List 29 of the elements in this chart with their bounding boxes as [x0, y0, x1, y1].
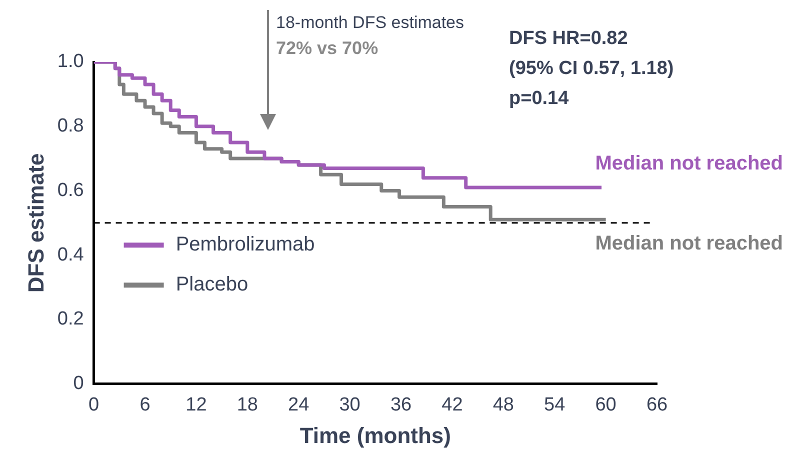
legend-label: Pembrolizumab	[176, 234, 315, 256]
x-tick-label: 0	[88, 394, 100, 416]
x-tick-label: 6	[140, 394, 150, 416]
x-tick-label: 66	[646, 394, 668, 416]
annotation: p=0.14	[509, 88, 570, 109]
y-tick-label: 0.8	[57, 116, 84, 137]
y-tick-label: 0.4	[57, 244, 84, 266]
y-tick-label: 0.2	[57, 308, 84, 330]
legend-label: Placebo	[176, 274, 248, 296]
text: 72% vs 70%	[276, 38, 378, 58]
x-tick-label: 24	[288, 394, 310, 416]
text: DFS HR=0.82	[509, 28, 628, 49]
x-tick-label: 48	[492, 394, 514, 416]
x-tick-label: 12	[186, 394, 207, 416]
x-tick-label: 54	[544, 394, 566, 416]
annotation: (95% CI 0.57, 1.18)	[509, 58, 674, 79]
y-tick-label: 1.0	[57, 51, 84, 72]
x-tick-label: 60	[595, 394, 616, 416]
x-tick-label: 42	[442, 394, 463, 416]
x-tick-label: 30	[339, 394, 360, 416]
text: 18-month DFS estimates	[276, 13, 464, 32]
y-tick-label: 0	[73, 373, 84, 394]
x-tick-label: 18	[236, 394, 258, 416]
annotation: Median not reached	[595, 152, 783, 174]
annotation: Median not reached	[595, 232, 783, 255]
y-axis-title: DFS estimate	[23, 153, 48, 293]
y-tick-label: 0.6	[57, 180, 84, 201]
x-axis-title: Time (months)	[300, 422, 451, 448]
x-tick-label: 36	[390, 394, 412, 416]
